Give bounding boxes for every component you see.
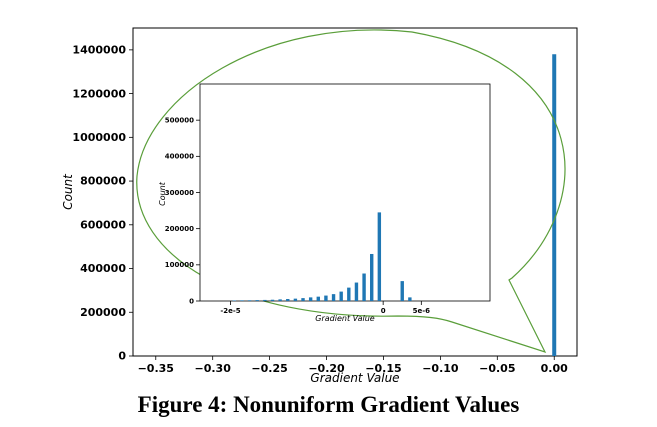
y-tick-label: 400000	[165, 153, 194, 161]
bar	[552, 54, 557, 357]
y-tick-label: 1000000	[72, 131, 126, 144]
bar	[354, 282, 359, 301]
bar	[316, 296, 320, 301]
bar	[331, 294, 336, 301]
x-tick-label: -2e-5	[220, 307, 240, 315]
y-tick-label: 600000	[80, 218, 126, 231]
bar	[270, 299, 275, 301]
bar	[293, 298, 298, 301]
y-tick-label: 500000	[165, 117, 194, 125]
main-y-axis-label: Count	[61, 173, 75, 210]
y-tick-label: 1200000	[72, 87, 126, 100]
callout-bubble	[136, 29, 566, 354]
bar	[400, 281, 404, 301]
y-tick-label: 0	[118, 350, 126, 363]
x-tick-label: −0.25	[251, 362, 287, 375]
figure-caption: Figure 4: Nonuniform Gradient Values	[137, 392, 520, 417]
inset-x-ticks: -2e-5 0 5e-6	[220, 301, 430, 315]
bar	[247, 300, 252, 301]
bar	[301, 298, 305, 301]
inset-plot-frame	[199, 83, 491, 302]
bar	[339, 291, 343, 301]
inset-y-ticks: 0 100000 200000 300000 400000 500000	[165, 117, 200, 305]
x-tick-label: −0.20	[308, 362, 345, 375]
inset-y-axis-label: Count	[158, 181, 167, 206]
x-tick-label: −0.30	[195, 362, 232, 375]
y-tick-label: 100000	[165, 261, 194, 269]
bar	[377, 212, 382, 301]
bar	[408, 297, 412, 301]
bar	[232, 300, 237, 301]
main-x-axis-label: Gradient Value	[310, 371, 399, 385]
inset-bars	[232, 212, 412, 301]
y-tick-label: 0	[189, 297, 194, 305]
bar	[308, 297, 313, 301]
x-tick-label: −0.35	[138, 362, 174, 375]
x-tick-label: 5e-6	[413, 307, 431, 315]
main-y-ticks: 0 200000 400000 600000 800000 1000000 1200000 1…	[72, 44, 133, 363]
bar	[255, 300, 259, 301]
bar	[347, 287, 351, 301]
bar	[370, 253, 374, 301]
bar	[263, 299, 267, 301]
y-tick-label: 200000	[80, 306, 126, 319]
bar	[286, 299, 290, 301]
x-tick-label: 0	[381, 307, 386, 315]
inset-x-axis-label: Gradient Value	[315, 314, 375, 323]
y-tick-label: 200000	[165, 225, 194, 233]
y-tick-label: 800000	[80, 175, 126, 188]
bar	[240, 300, 244, 301]
x-tick-label: 0.00	[541, 362, 568, 375]
y-tick-label: 300000	[165, 189, 194, 197]
x-tick-label: −0.15	[365, 362, 401, 375]
y-tick-label: 400000	[80, 262, 126, 275]
bar	[362, 273, 366, 301]
x-tick-label: −0.10	[422, 362, 459, 375]
bar	[324, 295, 328, 301]
x-tick-label: −0.05	[479, 362, 515, 375]
main-bars	[552, 54, 557, 357]
main-x-ticks: −0.35 −0.30 −0.25 −0.20 −0.15 −0.10 −0.05 0.00	[138, 356, 568, 375]
y-tick-label: 1400000	[72, 44, 126, 57]
bar	[278, 299, 282, 301]
